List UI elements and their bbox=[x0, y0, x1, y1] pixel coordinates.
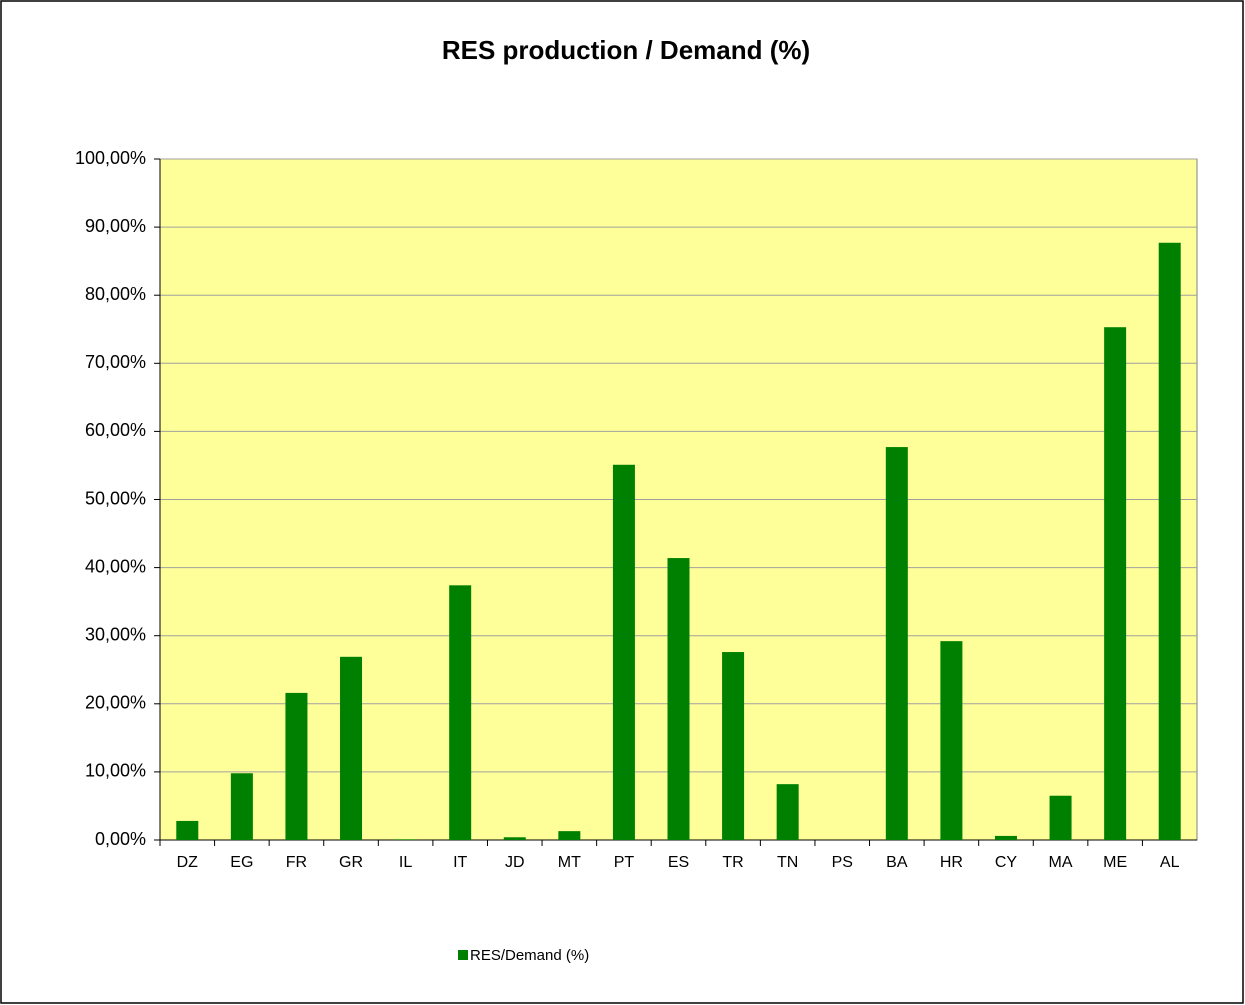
legend-label: RES/Demand (%) bbox=[470, 947, 589, 964]
x-tick-label: EG bbox=[230, 854, 253, 871]
x-tick-label: ME bbox=[1103, 854, 1127, 871]
x-tick-label: PS bbox=[832, 854, 853, 871]
y-tick-label: 30,00% bbox=[85, 624, 146, 644]
bar bbox=[667, 558, 690, 840]
x-tick-label: ES bbox=[668, 854, 689, 871]
bar bbox=[885, 447, 908, 840]
x-tick-label: JD bbox=[505, 854, 525, 871]
bar bbox=[994, 835, 1017, 840]
x-tick-label: TR bbox=[722, 854, 743, 871]
chart-title: RES production / Demand (%) bbox=[442, 35, 810, 65]
bar bbox=[503, 837, 526, 840]
y-tick-label: 40,00% bbox=[85, 556, 146, 576]
x-tick-label: PT bbox=[614, 854, 635, 871]
bar bbox=[1158, 242, 1181, 840]
bar bbox=[394, 839, 417, 840]
y-tick-label: 60,00% bbox=[85, 420, 146, 440]
bar bbox=[776, 784, 799, 840]
x-tick-label: GR bbox=[339, 854, 363, 871]
x-tick-label: MT bbox=[558, 854, 581, 871]
y-tick-label: 50,00% bbox=[85, 488, 146, 508]
bar bbox=[722, 652, 745, 840]
bar bbox=[1049, 795, 1072, 840]
bar bbox=[1104, 327, 1127, 840]
x-tick-label: DZ bbox=[177, 854, 199, 871]
y-tick-label: 100,00% bbox=[75, 148, 146, 168]
bar bbox=[285, 692, 308, 840]
bar bbox=[612, 464, 635, 840]
bar bbox=[940, 641, 963, 840]
x-tick-label: BA bbox=[886, 854, 908, 871]
x-tick-label: MA bbox=[1049, 854, 1073, 871]
x-tick-label: FR bbox=[286, 854, 307, 871]
y-tick-label: 20,00% bbox=[85, 693, 146, 713]
bar bbox=[449, 585, 472, 840]
bar bbox=[558, 831, 581, 840]
x-tick-label: HR bbox=[940, 854, 963, 871]
y-tick-label: 0,00% bbox=[95, 829, 146, 849]
bar bbox=[230, 773, 253, 840]
bar bbox=[340, 656, 363, 840]
y-tick-label: 80,00% bbox=[85, 284, 146, 304]
bar bbox=[176, 820, 199, 840]
x-tick-label: TN bbox=[777, 854, 798, 871]
x-tick-label: IT bbox=[453, 854, 467, 871]
legend-swatch bbox=[458, 950, 468, 960]
x-tick-label: IL bbox=[399, 854, 412, 871]
x-tick-label: AL bbox=[1160, 854, 1180, 871]
x-tick-label: CY bbox=[995, 854, 1018, 871]
y-tick-label: 10,00% bbox=[85, 761, 146, 781]
y-tick-label: 70,00% bbox=[85, 352, 146, 372]
y-tick-label: 90,00% bbox=[85, 216, 146, 236]
